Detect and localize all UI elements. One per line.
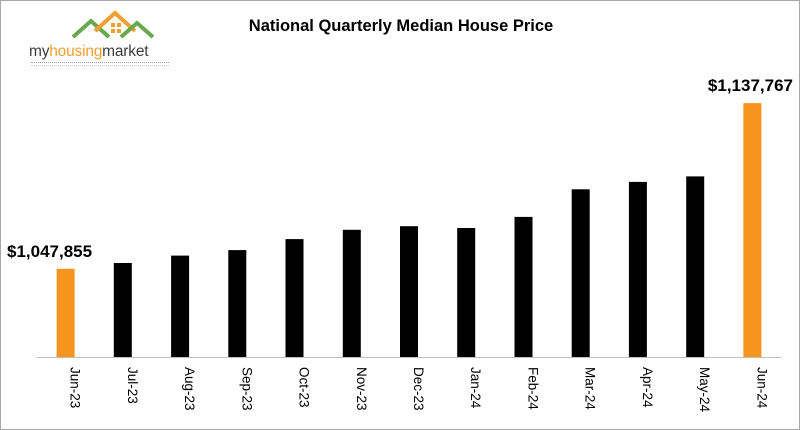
chart-title: National Quarterly Median House Price <box>248 17 554 35</box>
x-tick-label: Nov-23 <box>354 367 369 411</box>
x-tick-label: Jan-24 <box>468 367 483 409</box>
bar-nov-23 <box>342 229 361 357</box>
house-roofs-icon <box>71 10 155 39</box>
data-label-jun-24: $1,137,767 <box>708 76 793 95</box>
bar-aug-23 <box>171 255 190 357</box>
x-tick-label: Feb-24 <box>526 367 541 410</box>
x-tick-label: Oct-23 <box>297 367 312 408</box>
x-tick-label: Apr-24 <box>640 367 655 408</box>
x-tick-label: May-24 <box>697 367 712 413</box>
bar-sep-23 <box>228 250 247 357</box>
bar-jun-24 <box>743 103 762 357</box>
x-tick-label: Dec-23 <box>411 367 426 411</box>
bar-jun-23 <box>56 268 75 357</box>
data-label-jun-23: $1,047,855 <box>7 242 92 261</box>
bar-apr-24 <box>628 181 647 357</box>
x-tick-label: Mar-24 <box>583 367 598 410</box>
bar-feb-24 <box>514 216 533 357</box>
x-tick-label: Jul-23 <box>125 367 140 404</box>
x-tick-label: Sep-23 <box>239 367 254 411</box>
bar-oct-23 <box>285 239 304 357</box>
x-tick-label: Jun-23 <box>68 367 83 408</box>
bar-may-24 <box>686 176 705 357</box>
x-tick-label: Aug-23 <box>182 367 197 411</box>
brand-tagline-graphic <box>31 62 169 66</box>
bar-jul-23 <box>113 263 132 357</box>
bar-dec-23 <box>400 226 418 357</box>
brand-wordmark: myhousingmarket <box>29 43 149 60</box>
x-tick-label: Jun-24 <box>754 367 769 409</box>
bar-mar-24 <box>571 189 590 357</box>
bar-jan-24 <box>457 228 476 357</box>
brand-logo: myhousingmarket <box>29 7 179 71</box>
